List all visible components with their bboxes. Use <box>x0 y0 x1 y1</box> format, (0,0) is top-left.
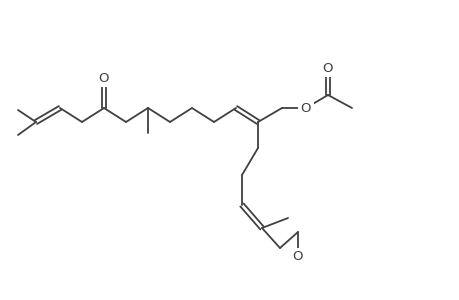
Text: O: O <box>292 250 302 263</box>
Text: O: O <box>300 101 311 115</box>
Text: O: O <box>322 61 332 74</box>
Text: O: O <box>99 71 109 85</box>
